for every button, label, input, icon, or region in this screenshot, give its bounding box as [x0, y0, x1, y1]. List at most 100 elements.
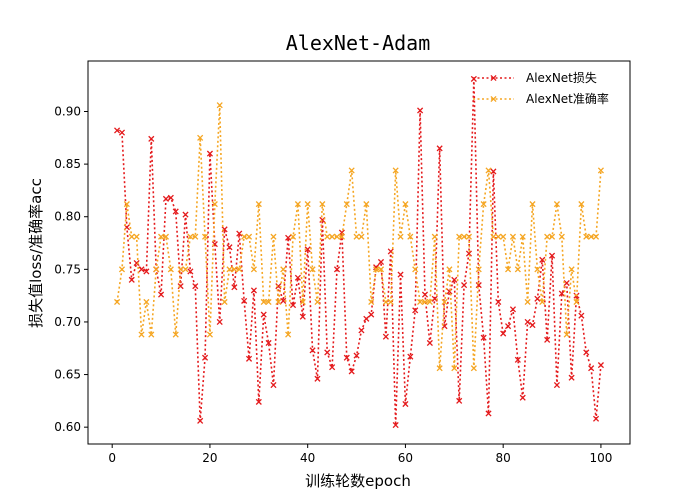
data-point [544, 233, 551, 240]
data-point [387, 298, 394, 306]
data-point [343, 354, 350, 361]
data-point [529, 322, 536, 329]
data-point [221, 298, 228, 306]
data-point [138, 331, 145, 338]
data-point [558, 290, 565, 297]
data-point [392, 422, 399, 429]
data-point [289, 302, 297, 309]
x-tick-label: 100 [589, 451, 612, 465]
data-point [148, 331, 155, 338]
data-point [329, 364, 336, 371]
data-point [558, 233, 565, 240]
data-point [485, 410, 492, 417]
data-point [167, 266, 174, 273]
data-point [377, 266, 385, 273]
data-point [421, 298, 429, 306]
data-point [133, 233, 140, 240]
data-point [592, 233, 600, 240]
data-point [592, 415, 600, 422]
data-point [490, 168, 497, 175]
data-point [495, 233, 502, 240]
data-point [226, 266, 233, 273]
data-point [275, 298, 282, 306]
x-tick-label: 20 [202, 451, 217, 465]
legend-item: AlexNet损失 [473, 70, 597, 85]
data-point [529, 201, 536, 208]
data-point [465, 250, 473, 257]
data-point [382, 333, 389, 340]
data-point [201, 233, 209, 240]
legend-label: AlexNet损失 [526, 70, 597, 85]
series-line [116, 78, 602, 426]
data-point [182, 211, 189, 218]
data-point [583, 233, 590, 240]
data-point [343, 201, 350, 208]
plot-frame [87, 60, 631, 445]
data-point [412, 266, 419, 273]
data-point [153, 266, 160, 273]
data-point [324, 233, 331, 240]
data-point [519, 233, 526, 240]
data-point [319, 201, 326, 208]
data-point [548, 252, 556, 259]
data-point [368, 311, 375, 318]
data-point [441, 298, 448, 306]
data-point [407, 233, 414, 240]
data-point [505, 323, 512, 330]
data-point [216, 102, 223, 109]
data-point [309, 347, 316, 354]
data-point [539, 298, 546, 306]
data-point [597, 362, 604, 369]
data-point [114, 298, 121, 306]
data-point [568, 266, 575, 273]
data-point [475, 266, 482, 273]
data-point [275, 283, 282, 290]
data-point [363, 315, 370, 322]
data-point [500, 233, 507, 240]
data-point [192, 283, 199, 290]
data-point [470, 365, 477, 372]
data-point [353, 352, 360, 359]
x-axis-title: 训练轮数epoch [305, 472, 411, 490]
data-point [206, 150, 213, 157]
data-point [519, 394, 526, 401]
data-point [197, 417, 204, 424]
data-point [285, 331, 292, 338]
data-point [118, 129, 126, 136]
legend-marker [490, 95, 497, 103]
data-point [182, 266, 189, 273]
data-point [431, 295, 438, 302]
data-point [485, 167, 492, 174]
data-point [167, 194, 174, 201]
data-point [231, 284, 238, 291]
data-point [490, 233, 497, 240]
y-tick-label: 0.80 [54, 210, 81, 224]
data-point [211, 201, 218, 208]
y-axis-title: 损失值loss/准确率acc [27, 178, 45, 328]
data-point [128, 233, 135, 240]
data-point [407, 353, 414, 360]
data-point [397, 233, 404, 240]
data-point [143, 298, 150, 306]
series-layer [114, 75, 604, 429]
data-point [539, 256, 546, 263]
data-point [299, 298, 306, 306]
data-point [118, 266, 126, 273]
data-point [456, 233, 463, 240]
data-point [329, 233, 336, 240]
data-point [241, 233, 248, 240]
data-point [197, 134, 204, 141]
data-point [138, 266, 145, 273]
data-point [304, 246, 311, 253]
data-point [158, 233, 165, 240]
data-point [583, 349, 590, 356]
data-point [392, 167, 399, 174]
data-point [348, 167, 355, 174]
data-point [500, 330, 507, 337]
data-point [294, 201, 301, 208]
data-point [456, 397, 463, 404]
legend-item: AlexNet准确率 [473, 91, 609, 106]
data-point [578, 201, 585, 208]
data-point [236, 230, 243, 237]
